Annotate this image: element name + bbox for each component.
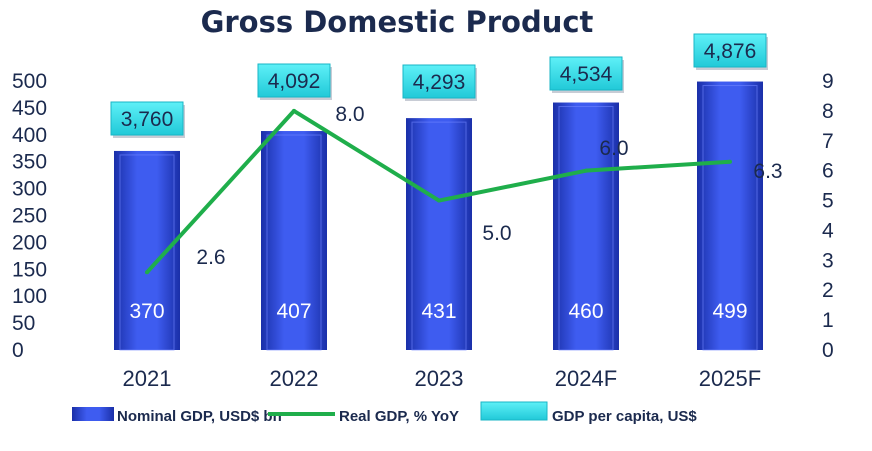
x-tick-label: 2021 — [123, 366, 172, 391]
per-capita-value: 3,760 — [121, 108, 174, 131]
x-tick-label: 2022 — [270, 366, 319, 391]
legend-label: Nominal GDP, USD$ bn — [117, 408, 282, 425]
y-left-tick-label: 250 — [12, 205, 47, 228]
bar-value-label: 431 — [421, 300, 456, 323]
label-layer: 370 407 431 460 499 2.6 8.0 5.0 6.0 6.3 3,760 4,092… — [110, 33, 783, 323]
bar-2024F — [553, 102, 619, 351]
legend-item-per-capita: GDP per capita, US$ — [480, 401, 697, 425]
per-capita-box: 4,534 — [549, 56, 624, 93]
bar-bevel — [266, 134, 322, 351]
real-gdp-label: 8.0 — [335, 103, 364, 126]
per-capita-value: 4,092 — [268, 70, 321, 93]
per-capita-box: 4,092 — [257, 63, 332, 100]
y-left-tick-label: 350 — [12, 151, 47, 174]
legend-swatch-box — [480, 401, 548, 421]
legend-item-nominal-gdp: Nominal GDP, USD$ bn — [72, 407, 282, 425]
per-capita-box-bg — [693, 33, 767, 68]
bar-bevel — [702, 85, 758, 351]
per-capita-box: 4,876 — [693, 33, 768, 70]
legend-swatch-bar — [72, 407, 114, 421]
y-left-tick-label: 0 — [12, 339, 24, 362]
bar-body — [261, 131, 327, 350]
real-gdp-label: 6.3 — [753, 160, 782, 183]
x-tick-label: 2023 — [415, 366, 464, 391]
bar-2023 — [406, 118, 472, 351]
y-right-tick-label: 7 — [822, 130, 834, 153]
bar-bevel — [558, 106, 614, 351]
bar-body — [406, 118, 472, 350]
y-right-tick-label: 2 — [822, 279, 834, 302]
per-capita-box-bg — [110, 101, 184, 136]
y-left-tick-label: 500 — [12, 70, 47, 93]
real-gdp-point — [584, 168, 588, 173]
y-left-tick-label: 400 — [12, 124, 47, 147]
bar-2022 — [261, 131, 327, 351]
legend-item-real-gdp: Real GDP, % YoY — [268, 408, 459, 425]
y-left-tick-label: 300 — [12, 178, 47, 201]
per-capita-box: 3,760 — [110, 101, 185, 138]
y-right-tick-label: 3 — [822, 249, 834, 272]
bar-value-label: 370 — [129, 300, 164, 323]
x-tick-label: 2025F — [699, 366, 761, 391]
bar-body — [697, 81, 763, 351]
real-gdp-label: 2.6 — [196, 246, 225, 269]
real-gdp-point — [145, 270, 149, 275]
line-layer — [145, 108, 732, 275]
y-right-tick-label: 0 — [822, 339, 834, 362]
bar-bevel — [411, 121, 467, 351]
real-gdp-label: 5.0 — [482, 222, 511, 245]
legend: Nominal GDP, USD$ bn Real GDP, % YoY GDP p… — [72, 401, 697, 425]
y-right-tick-label: 9 — [822, 70, 834, 93]
y-left-tick-label: 50 — [12, 312, 35, 335]
real-gdp-point — [437, 198, 441, 203]
y-left-tick-label: 150 — [12, 258, 47, 281]
bar-value-label: 460 — [568, 300, 603, 323]
y-right-tick-label: 8 — [822, 100, 834, 123]
bar-layer — [114, 81, 763, 351]
per-capita-box: 4,293 — [402, 64, 477, 101]
real-gdp-point — [728, 159, 732, 164]
chart-title: Gross Domestic Product — [201, 5, 594, 39]
bar-value-label: 407 — [276, 300, 311, 323]
per-capita-box-bg — [257, 63, 331, 98]
bar-2025F — [697, 81, 763, 351]
legend-label: Real GDP, % YoY — [339, 408, 459, 425]
bar-bevel — [119, 154, 175, 351]
y-right-tick-label: 5 — [822, 190, 834, 213]
y-left-tick-label: 200 — [12, 231, 47, 254]
y-right-tick-label: 4 — [822, 219, 834, 242]
axis-layer: 0 50 100 150 200 250 300 350 400 450 500 0 1 2 3 4 5 6 7 8 9… — [12, 70, 834, 391]
y-right-tick-label: 6 — [822, 160, 834, 183]
bar-value-label: 499 — [712, 300, 747, 323]
y-right-tick-label: 1 — [822, 309, 834, 332]
real-gdp-point — [292, 108, 296, 113]
x-tick-label: 2024F — [555, 366, 617, 391]
bar-body — [553, 102, 619, 351]
per-capita-value: 4,534 — [560, 63, 613, 86]
per-capita-value: 4,293 — [413, 71, 466, 94]
per-capita-value: 4,876 — [704, 40, 757, 63]
per-capita-box-bg — [402, 64, 476, 99]
per-capita-box-bg — [549, 56, 623, 91]
legend-label: GDP per capita, US$ — [552, 408, 697, 425]
y-left-tick-label: 450 — [12, 97, 47, 120]
real-gdp-label: 6.0 — [599, 137, 628, 160]
y-left-tick-label: 100 — [12, 285, 47, 308]
